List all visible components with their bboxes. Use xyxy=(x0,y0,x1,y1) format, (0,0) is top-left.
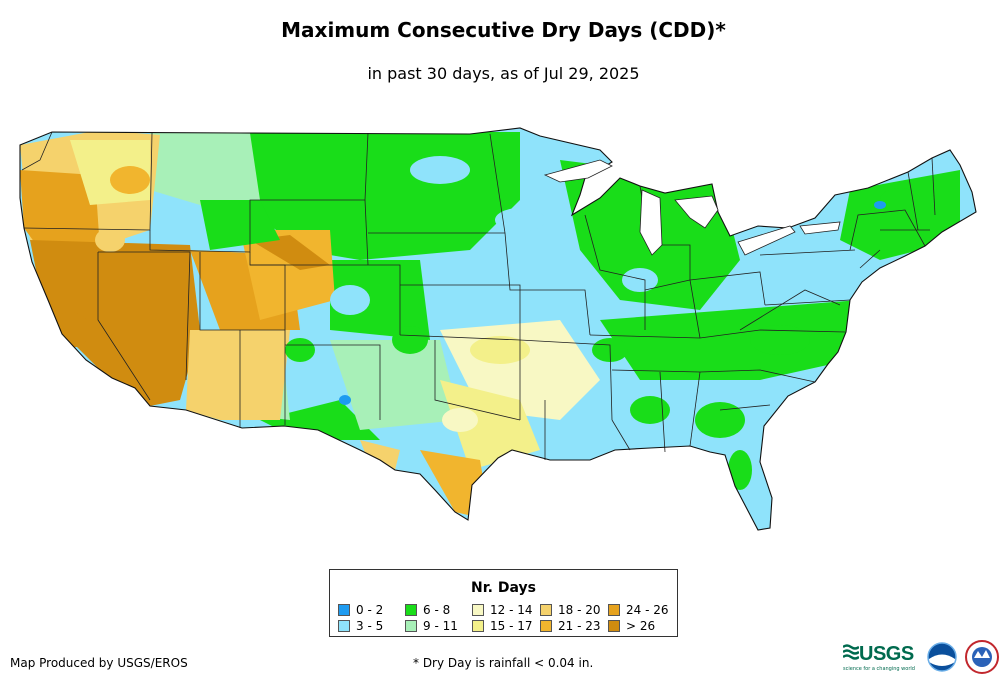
cdd-map xyxy=(19,127,977,531)
cdd-patch xyxy=(880,188,920,212)
cdd-patch xyxy=(630,396,670,424)
legend-item: 9 - 11 xyxy=(405,619,472,633)
map-producer-credit: Map Produced by USGS/EROS xyxy=(10,656,188,670)
cdd-patch xyxy=(339,395,351,405)
cdd-patch xyxy=(330,260,430,340)
cdd-patch xyxy=(392,326,428,354)
cdd-patch xyxy=(695,402,745,438)
cdd-patch xyxy=(470,336,530,364)
legend-swatch xyxy=(338,604,350,616)
legend-swatch xyxy=(405,620,417,632)
legend-swatch xyxy=(540,620,552,632)
cdd-patch xyxy=(186,330,290,420)
legend-item: 0 - 2 xyxy=(338,603,405,617)
cdd-patch xyxy=(750,325,810,355)
cdd-patch xyxy=(440,380,540,470)
usgs-logo: USGS xyxy=(842,643,914,666)
legend-swatch xyxy=(472,604,484,616)
legend-swatch xyxy=(338,620,350,632)
agency-logos: USGS science for a changing world xyxy=(842,639,1003,679)
legend-grid: 0 - 2 3 - 5 6 - 8 9 - 11 12 - 14 15 - 17… xyxy=(338,603,676,633)
legend-swatch xyxy=(608,620,620,632)
cdd-patch xyxy=(442,408,478,432)
legend-item: 15 - 17 xyxy=(472,619,540,633)
cdd-patch xyxy=(330,285,370,315)
noaa-logo-icon xyxy=(927,642,957,672)
cdd-patch xyxy=(600,300,860,380)
cdd-patch xyxy=(30,240,200,406)
cdd-patch xyxy=(110,166,150,194)
legend-item: 3 - 5 xyxy=(338,619,405,633)
cdd-patch xyxy=(330,340,460,430)
map-subtitle: in past 30 days, as of Jul 29, 2025 xyxy=(367,64,640,83)
legend-swatch xyxy=(608,604,620,616)
cdd-patch xyxy=(840,170,960,260)
legend-item: 12 - 14 xyxy=(472,603,540,617)
cdd-patch xyxy=(874,201,886,209)
cdd-patch xyxy=(95,228,125,252)
dry-day-footnote: * Dry Day is rainfall < 0.04 in. xyxy=(413,656,594,670)
cdd-patch xyxy=(20,170,100,250)
usgs-tagline: science for a changing world xyxy=(843,666,915,672)
cdd-patch xyxy=(150,133,260,205)
legend-item: 18 - 20 xyxy=(540,603,608,617)
legend-item: > 26 xyxy=(608,619,676,633)
cdd-patch xyxy=(520,335,570,375)
cdd-patch xyxy=(622,268,658,292)
legend-swatch xyxy=(540,604,552,616)
great-lakes xyxy=(543,159,841,256)
map-title: Maximum Consecutive Dry Days (CDD)* xyxy=(281,18,726,42)
nws-logo-icon xyxy=(965,640,999,674)
legend-item: 24 - 26 xyxy=(608,603,676,617)
cdd-patch xyxy=(200,200,280,250)
cdd-patch xyxy=(410,156,470,184)
legend-item: 21 - 23 xyxy=(540,619,608,633)
legend-item: 6 - 8 xyxy=(405,603,472,617)
cdd-patch xyxy=(285,338,315,362)
cdd-patch xyxy=(250,235,330,270)
legend-swatch xyxy=(405,604,417,616)
legend-title: Nr. Days xyxy=(471,580,536,596)
cdd-patch xyxy=(728,450,752,490)
cdd-patch xyxy=(495,208,545,232)
state-boundaries xyxy=(21,131,936,460)
legend-swatch xyxy=(472,620,484,632)
usgs-wave-icon xyxy=(842,644,860,660)
legend: Nr. Days 0 - 2 3 - 5 6 - 8 9 - 11 12 - 1… xyxy=(329,569,678,637)
